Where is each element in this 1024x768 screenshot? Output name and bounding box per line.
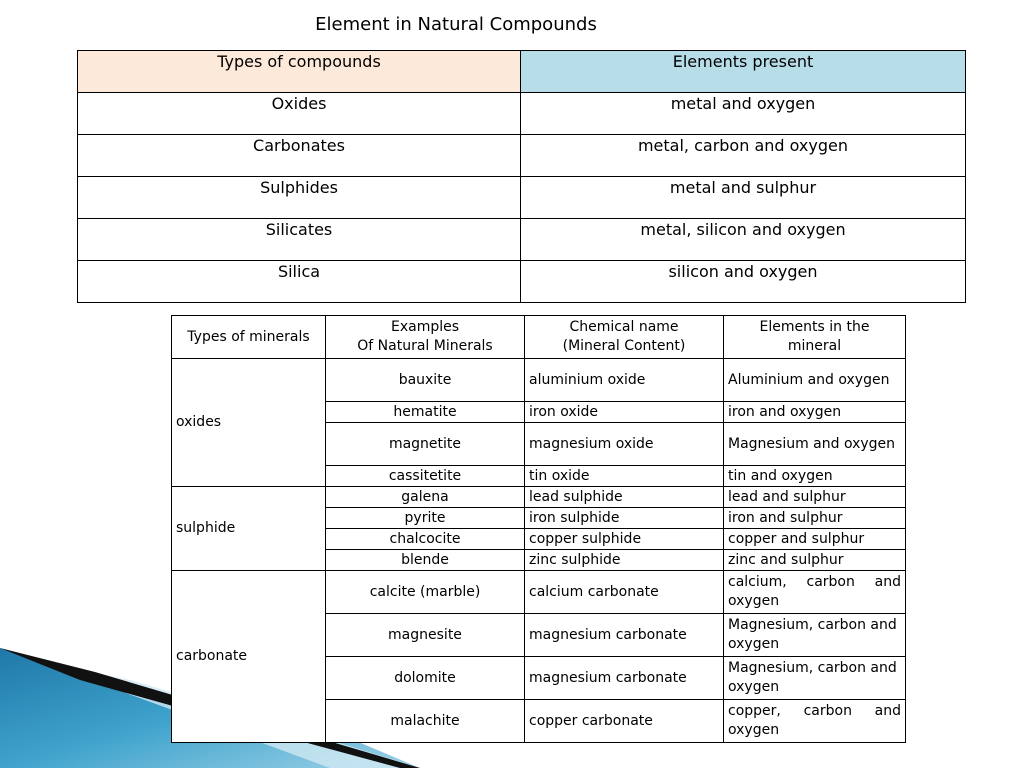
table-row: Carbonates metal, carbon and oxygen <box>77 134 966 177</box>
mineral-type: sulphide <box>171 486 326 571</box>
compound-elements: metal and sulphur <box>520 176 966 219</box>
table-row: carbonate calcite (marble) calcium carbo… <box>171 570 906 743</box>
chemical-name: iron sulphide <box>524 507 724 529</box>
chemical-name: magnesium carbonate <box>524 613 724 657</box>
mineral-example: bauxite <box>325 358 525 402</box>
chemical-name: lead sulphide <box>524 486 724 508</box>
compound-type: Oxides <box>77 92 521 135</box>
mineral-elements: lead and sulphur <box>723 486 906 508</box>
chemical-name: aluminium oxide <box>524 358 724 402</box>
compound-elements: metal and oxygen <box>520 92 966 135</box>
table-header-row: Types of compounds Elements present <box>77 50 966 93</box>
minerals-table: Types of minerals Examples Of Natural Mi… <box>171 315 906 743</box>
mineral-type: oxides <box>171 358 326 487</box>
chemical-name: magnesium oxide <box>524 422 724 466</box>
mineral-elements: zinc and sulphur <box>723 549 906 571</box>
header-chemical-name: Chemical name (Mineral Content) <box>524 315 724 359</box>
mineral-example: galena <box>325 486 525 508</box>
chemical-name: iron oxide <box>524 401 724 423</box>
mineral-elements: Magnesium, carbon and oxygen <box>723 613 906 657</box>
table-header-row: Types of minerals Examples Of Natural Mi… <box>171 315 906 359</box>
mineral-example: malachite <box>325 699 525 743</box>
header-types-of-minerals: Types of minerals <box>171 315 326 359</box>
table-row: sulphide galena lead sulphide lead and s… <box>171 486 906 571</box>
table-row: dolomite magnesium carbonate Magnesium, … <box>172 656 906 700</box>
chemical-name: magnesium carbonate <box>524 656 724 700</box>
mineral-type: carbonate <box>171 570 326 743</box>
table-row: Sulphides metal and sulphur <box>77 176 966 219</box>
compounds-table: Types of compounds Elements present Oxid… <box>77 50 966 303</box>
mineral-elements: Magnesium, carbon and oxygen <box>723 656 906 700</box>
mineral-example: dolomite <box>325 656 525 700</box>
table-row: oxides bauxite aluminium oxide Aluminium… <box>171 358 906 487</box>
chemical-name: copper sulphide <box>524 528 724 550</box>
table-row: Oxides metal and oxygen <box>77 92 966 135</box>
table-row: Silicates metal, silicon and oxygen <box>77 218 966 261</box>
mineral-elements: copper and sulphur <box>723 528 906 550</box>
header-elements-in-mineral: Elements in the mineral <box>723 315 906 359</box>
mineral-example: magnetite <box>325 422 525 466</box>
mineral-example: hematite <box>325 401 525 423</box>
mineral-example: blende <box>325 549 525 571</box>
compound-type: Sulphides <box>77 176 521 219</box>
chemical-name: zinc sulphide <box>524 549 724 571</box>
chemical-name: tin oxide <box>524 465 724 487</box>
mineral-elements: tin and oxygen <box>723 465 906 487</box>
chemical-name: calcium carbonate <box>524 570 724 614</box>
mineral-elements: Magnesium and oxygen <box>723 422 906 466</box>
mineral-example: magnesite <box>325 613 525 657</box>
table-row: Silica silicon and oxygen <box>77 260 966 303</box>
mineral-example: cassitetite <box>325 465 525 487</box>
mineral-elements: iron and sulphur <box>723 507 906 529</box>
table-row: magnesite magnesium carbonate Magnesium,… <box>172 613 906 657</box>
compound-elements: metal, carbon and oxygen <box>520 134 966 177</box>
compound-type: Silica <box>77 260 521 303</box>
compound-type: Carbonates <box>77 134 521 177</box>
compound-elements: silicon and oxygen <box>520 260 966 303</box>
table-row: malachite copper carbonate copper, carbo… <box>172 699 906 743</box>
mineral-elements: calcium, carbon and oxygen <box>723 570 906 614</box>
mineral-elements: copper, carbon and oxygen <box>723 699 906 743</box>
compound-elements: metal, silicon and oxygen <box>520 218 966 261</box>
table-row: chalcocite copper sulphide copper and su… <box>172 528 906 550</box>
mineral-example: pyrite <box>325 507 525 529</box>
chemical-name: copper carbonate <box>524 699 724 743</box>
table-row: magnetite magnesium oxide Magnesium and … <box>172 422 906 466</box>
compound-type: Silicates <box>77 218 521 261</box>
mineral-example: calcite (marble) <box>325 570 525 614</box>
mineral-elements: iron and oxygen <box>723 401 906 423</box>
mineral-elements: Aluminium and oxygen <box>723 358 906 402</box>
header-elements-present: Elements present <box>520 50 966 93</box>
page-title: Element in Natural Compounds <box>315 14 597 35</box>
header-examples: Examples Of Natural Minerals <box>325 315 525 359</box>
header-types-of-compounds: Types of compounds <box>77 50 521 93</box>
mineral-example: chalcocite <box>325 528 525 550</box>
table-row: pyrite iron sulphide iron and sulphur <box>172 507 906 529</box>
